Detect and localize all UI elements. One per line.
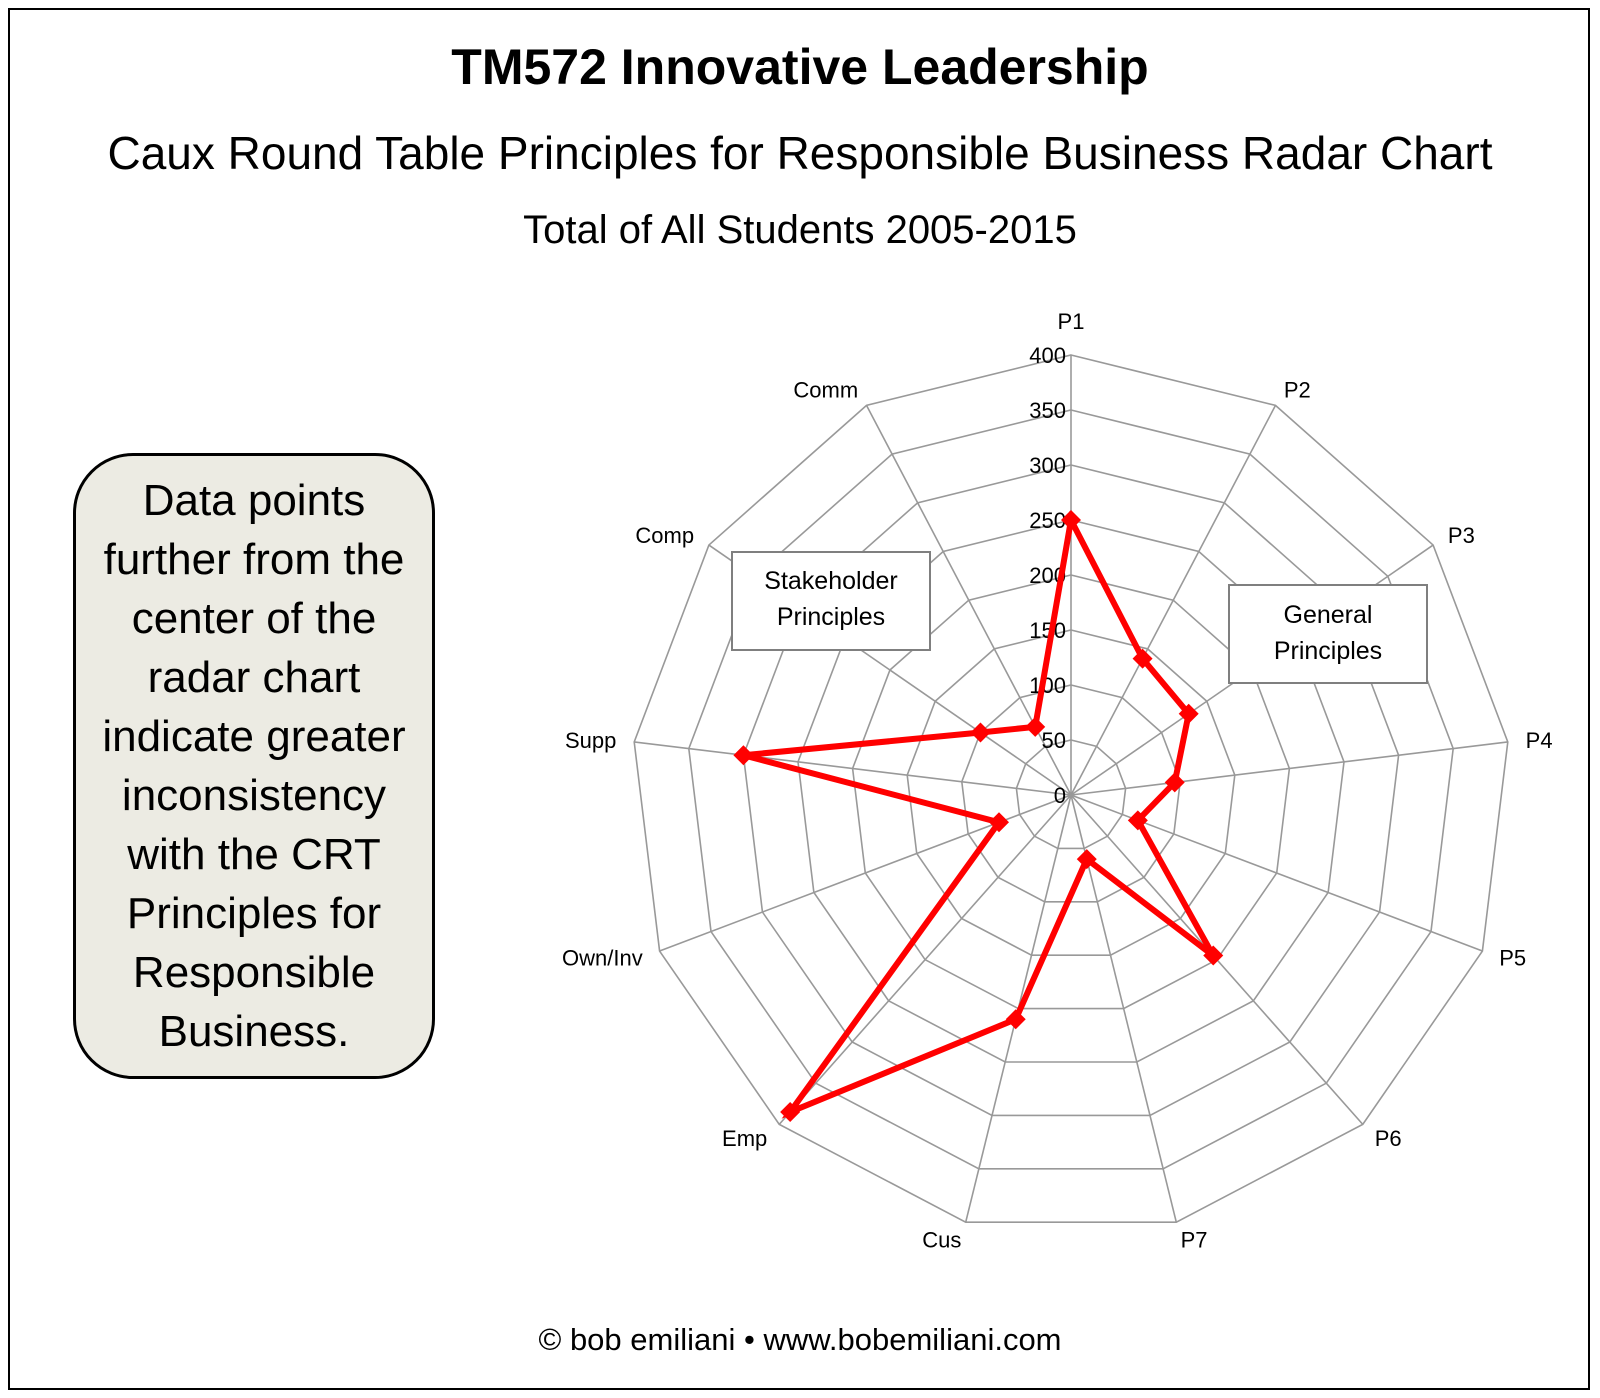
data-point-marker [989,812,1010,833]
data-point-marker [780,1101,801,1122]
series-line [742,510,1216,1119]
data-point-marker [1061,510,1081,530]
annotation-box [731,551,931,651]
annotation-general-principles: General Principles [1228,584,1428,684]
grid-ring [906,629,1236,957]
grid-spoke [1070,405,1277,796]
annotations: Stakeholder Principles General Principle… [731,551,1428,684]
chart-subtitle: Caux Round Table Principles for Responsi… [107,127,1493,179]
data-point-marker [733,745,754,766]
tick-label: 50 [1042,728,1066,753]
grid-ring [851,574,1291,1010]
category-label: Cus [922,1228,961,1253]
data-point-marker [970,722,991,743]
data-point-marker [1132,648,1153,669]
annotation-line: Principles [777,603,885,631]
annotation-line: Principles [1274,637,1382,665]
annotation-box [1228,584,1428,684]
radar-grid [633,354,1509,1224]
category-label: P2 [1284,377,1311,402]
data-point-marker [1025,716,1046,737]
category-label: P7 [1181,1228,1208,1253]
explanation-note: Data points further from the center of t… [73,453,435,1079]
tick-label: 100 [1029,673,1066,698]
category-label: P3 [1448,523,1475,548]
data-point-marker [1005,1009,1026,1030]
tick-label: 400 [1029,343,1066,368]
tick-label: 350 [1029,398,1066,423]
series [733,510,1224,1122]
tick-label: 0 [1054,783,1066,808]
category-label: Own/Inv [562,945,643,970]
category-label: Comp [635,523,694,548]
grid-ring [1015,739,1127,850]
chart-subtitle-period: Total of All Students 2005-2015 [523,208,1077,252]
grid-spoke [1070,741,1508,796]
data-point-marker [1127,810,1148,831]
footer-credit: © bob emiliani • www.bobemiliani.com [538,1322,1062,1357]
tick-label: 300 [1029,453,1066,478]
tick-label: 250 [1029,508,1066,533]
grid-spoke [659,794,1072,952]
category-label: Emp [722,1126,767,1151]
grid-spoke [634,741,1072,796]
explanation-note-text: Data points further from the center of t… [102,476,406,1056]
data-point-marker [1178,703,1199,724]
grid-spoke [778,794,1072,1125]
category-label: P5 [1499,945,1526,970]
category-label: P1 [1058,309,1085,334]
category-labels: P1 P2 P3 P4 P5 P6 P7 Cus Emp Own/Inv Supp Comp Comm [562,309,1553,1253]
annotation-line: General [1284,601,1373,629]
category-label: Comm [793,377,858,402]
grid-ring [633,354,1509,1224]
data-point-marker [1164,772,1185,793]
category-label: P4 [1526,728,1553,753]
data-point-marker [1203,945,1224,966]
category-label: P6 [1375,1126,1402,1151]
chart-title: TM572 Innovative Leadership [451,39,1149,95]
annotation-line: Stakeholder [764,567,897,595]
category-label: Supp [565,728,616,753]
annotation-stakeholder-principles: Stakeholder Principles [731,551,931,651]
data-point-marker [1076,849,1097,870]
